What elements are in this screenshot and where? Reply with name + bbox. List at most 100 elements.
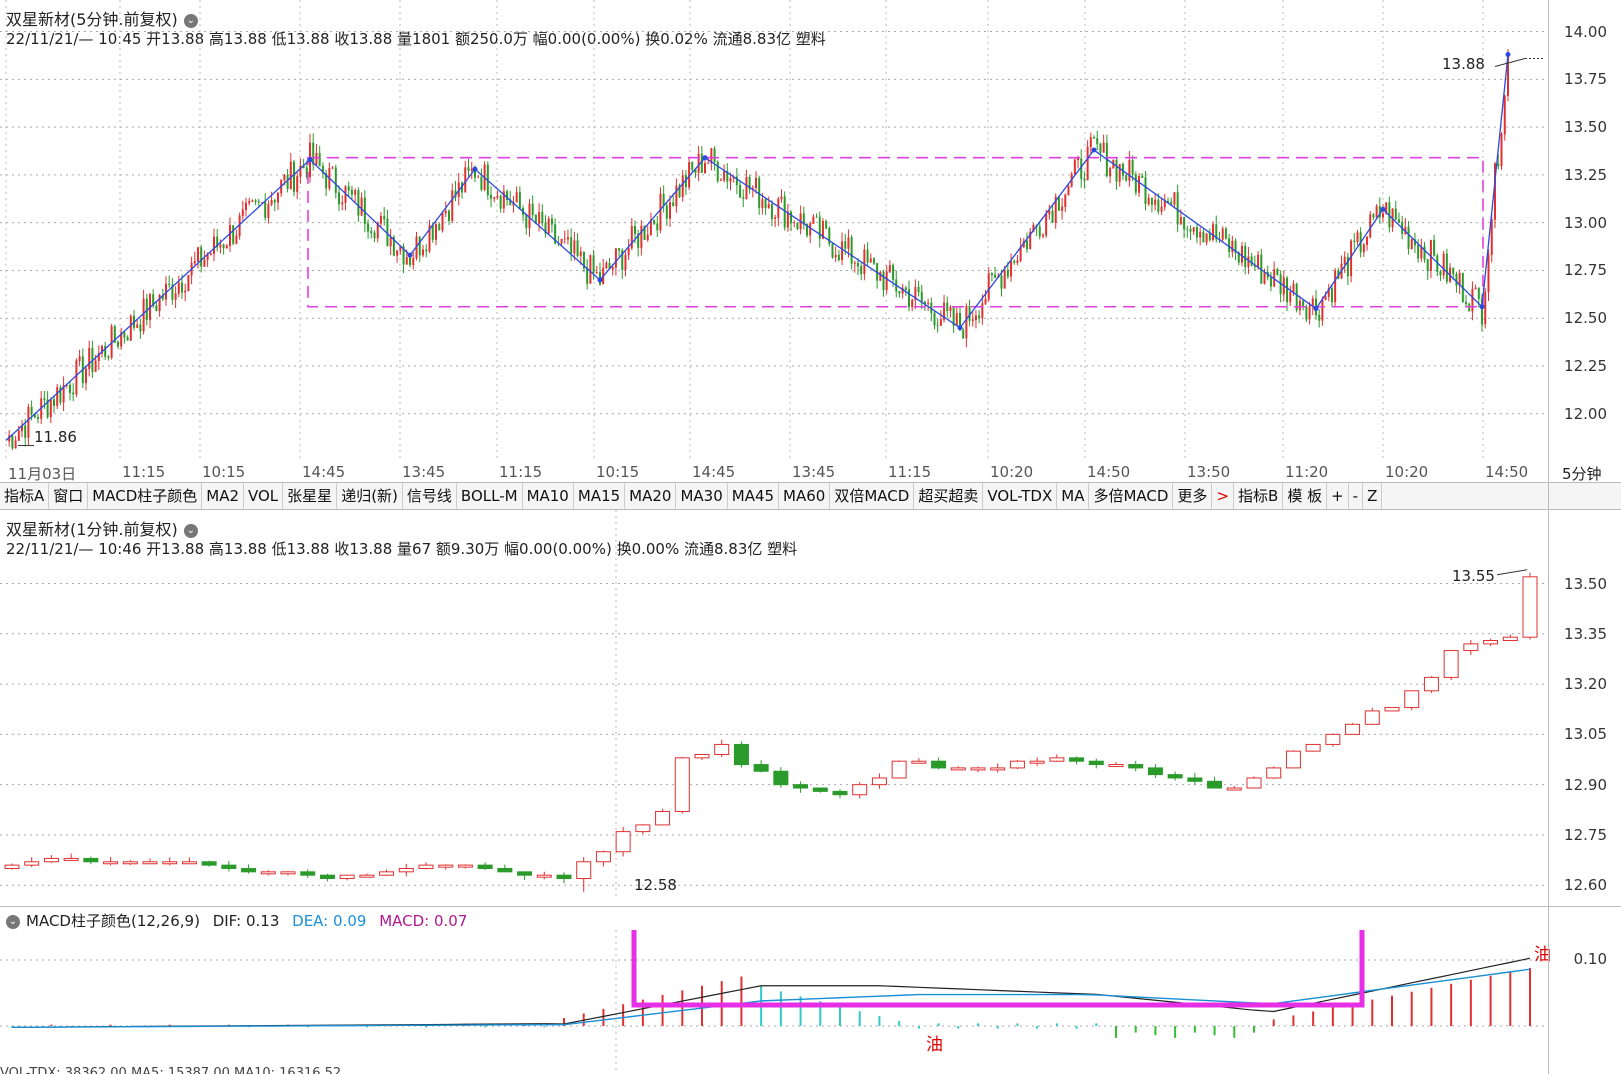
mid-candle-body: [339, 874, 355, 880]
tab-item[interactable]: 超买超卖: [914, 483, 984, 509]
highlight-box: [631, 930, 1365, 1008]
macd-chart[interactable]: [0, 930, 1621, 1074]
dropdown-circle-icon[interactable]: ⌄: [183, 523, 198, 538]
mid-candle-body: [655, 810, 671, 826]
collapse-circle-icon[interactable]: ⌄: [6, 914, 20, 929]
mid-candle-body: [1285, 750, 1301, 769]
dea-line: [11, 968, 1531, 1029]
mid-candle-body: [1483, 640, 1499, 645]
mid-info-line: 22/11/21/— 10:46 开13.88 高13.88 低13.88 收1…: [6, 540, 798, 558]
tab-item[interactable]: VOL-TDX: [983, 483, 1058, 509]
range-box: [307, 156, 1484, 308]
tab-item[interactable]: +: [1327, 483, 1349, 509]
mid-axis-tick: 13.20: [1564, 675, 1607, 694]
tab-item[interactable]: MA30: [676, 483, 728, 509]
right-axis-divider: [1548, 0, 1549, 1074]
tab-item[interactable]: MACD柱子颜色: [88, 483, 203, 509]
macd-value: MACD: 0.07: [379, 912, 468, 930]
tab-item[interactable]: 递归(新): [337, 483, 403, 509]
tab-item[interactable]: BOLL-M: [457, 483, 523, 509]
mid-candle-body: [1009, 760, 1025, 769]
top-title-text: 双星新材(5分钟.前复权): [6, 10, 178, 29]
mid-candle-body: [142, 861, 158, 865]
tab-item[interactable]: Z: [1363, 483, 1383, 509]
tab-item[interactable]: 张星星: [283, 483, 338, 509]
mid-candle-body: [1463, 643, 1479, 652]
mid-candle-body: [773, 770, 789, 786]
mid-candle-body: [1384, 707, 1400, 712]
mid-candle-body: [1345, 723, 1361, 735]
top-axis-tick: 12.75: [1564, 261, 1607, 280]
mid-candle-body: [103, 861, 119, 865]
tab-item[interactable]: -: [1349, 483, 1364, 509]
top-axis-tick: 13.25: [1564, 165, 1607, 184]
tab-item[interactable]: MA20: [625, 483, 677, 509]
macd-oil-label-2: 油: [1534, 945, 1551, 965]
tab-item[interactable]: 双倍MACD: [830, 483, 915, 509]
mid-candle-body: [793, 784, 809, 789]
top-axis-tick: 14.00: [1564, 22, 1607, 41]
mid-candle-body: [1502, 636, 1518, 642]
mid-candle-body: [241, 867, 257, 873]
top-axis-tick: 13.50: [1564, 118, 1607, 137]
mid-candle-body: [1167, 774, 1183, 779]
zigzag-pivot: [597, 277, 603, 283]
tab-item[interactable]: 指标A: [0, 483, 50, 509]
tab-item[interactable]: MA2: [202, 483, 244, 509]
mid-candle-chart[interactable]: [0, 510, 1621, 910]
tab-item[interactable]: MA60: [779, 483, 831, 509]
mid-candle-body: [812, 787, 828, 792]
tab-item[interactable]: 更多: [1173, 483, 1213, 509]
top-low-label: 11.86: [34, 428, 77, 446]
bottom-vol-text: VOL-TDX: 38362.00 MA5: 15387.00 MA10: 16…: [0, 1066, 342, 1074]
mid-high-label: 13.55: [1452, 567, 1495, 585]
mid-candle-body: [1147, 767, 1163, 776]
mid-candle-body: [1029, 760, 1045, 764]
tab-item[interactable]: MA10: [523, 483, 574, 509]
mid-candle-body: [497, 867, 513, 873]
mid-candle-body: [181, 861, 197, 865]
zigzag-pivot: [307, 157, 313, 163]
tab-item[interactable]: 多倍MACD: [1089, 483, 1174, 509]
period-label[interactable]: 5分钟: [1562, 465, 1602, 483]
top-time-tick: 13:50: [1187, 463, 1231, 481]
top-time-tick: 11:15: [499, 463, 543, 481]
top-time-tick: 14:45: [692, 463, 736, 481]
mid-candle-body: [1522, 576, 1538, 638]
mid-candle-body: [1246, 777, 1262, 789]
tab-item[interactable]: MA15: [574, 483, 626, 509]
zigzag-line: [5, 54, 1509, 442]
tab-item[interactable]: VOL: [244, 483, 284, 509]
mid-candle-body: [635, 824, 651, 833]
tab-item[interactable]: MA45: [728, 483, 780, 509]
zigzag-pivot: [1091, 147, 1097, 153]
mid-candle-body: [733, 743, 749, 766]
mid-candle-body: [615, 831, 631, 853]
tab-item[interactable]: 信号线: [403, 483, 457, 509]
macd-dif: DIF: 0.13: [212, 912, 280, 930]
dropdown-circle-icon[interactable]: ⌄: [183, 13, 198, 28]
tab-item[interactable]: 模 板: [1283, 483, 1328, 509]
mid-axis-tick: 12.90: [1564, 775, 1607, 794]
mid-candle-body: [477, 864, 493, 869]
bottom-vol-partial: VOL-TDX: 38362.00 MA5: 15387.00 MA10: 16…: [0, 1066, 341, 1074]
tab-item[interactable]: 指标B: [1234, 483, 1284, 509]
mid-candle-body: [536, 874, 552, 878]
top-time-tick: 11:20: [1285, 463, 1329, 481]
zigzag-pivot: [472, 166, 478, 172]
top-panel-title: 双星新材(5分钟.前复权) ⌄: [6, 6, 198, 30]
tab-item[interactable]: >: [1212, 483, 1235, 509]
zigzag-pivot: [407, 252, 413, 258]
tab-item[interactable]: 窗口: [49, 483, 89, 509]
mid-title-text: 双星新材(1分钟.前复权): [6, 520, 178, 539]
mid-candle-body: [122, 861, 138, 865]
mid-candle-body: [300, 871, 316, 876]
mid-candle-body: [1423, 676, 1439, 692]
mid-candle-body: [911, 760, 927, 764]
mid-candle-body: [260, 871, 276, 875]
top-candle-chart[interactable]: [0, 0, 1621, 460]
indicator-tab-bar: 指标A 窗口 MACD柱子颜色 MA2 VOL 张星星 递归(新) 信号线 BOLL-M MA10…: [0, 482, 1621, 510]
mid-candle-body: [517, 871, 533, 876]
top-time-tick: 14:50: [1485, 463, 1529, 481]
tab-item[interactable]: MA: [1057, 483, 1090, 509]
